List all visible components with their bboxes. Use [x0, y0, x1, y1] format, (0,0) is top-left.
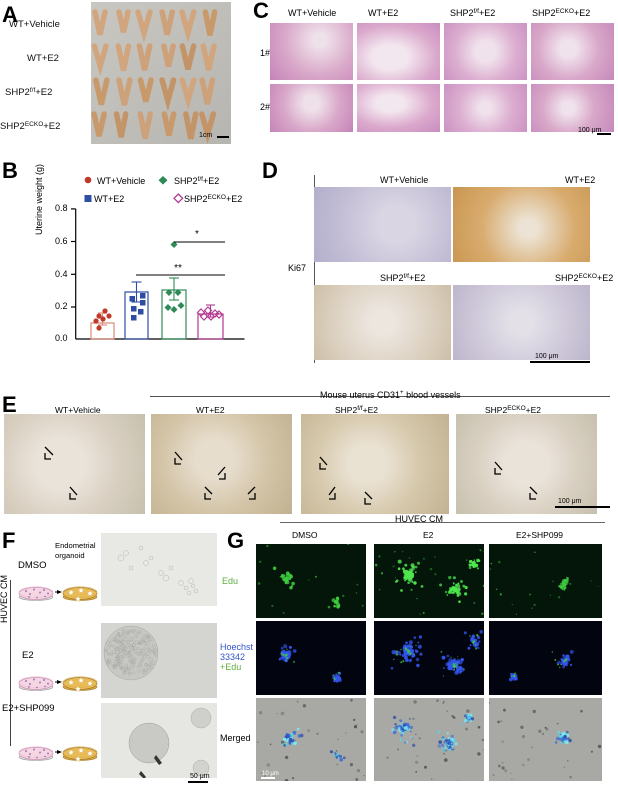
svg-text:*: * [195, 229, 199, 240]
svg-text:**: ** [174, 263, 182, 274]
